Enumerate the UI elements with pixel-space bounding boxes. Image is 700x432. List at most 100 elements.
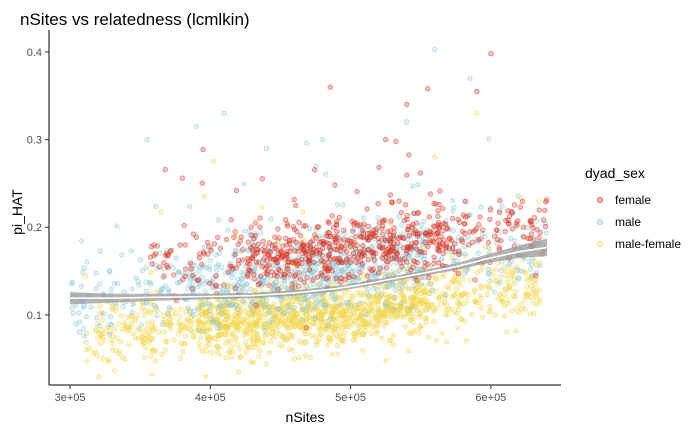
data-point	[377, 294, 384, 300]
data-point	[435, 260, 442, 266]
data-point	[217, 303, 223, 309]
data-point	[360, 234, 366, 240]
data-point	[313, 235, 319, 241]
data-point	[464, 297, 471, 303]
y-ticks: 0.1 0.2 0.3 0.4	[27, 47, 49, 322]
data-point	[420, 302, 427, 308]
data-point	[375, 321, 381, 327]
data-point	[272, 242, 278, 248]
data-point	[207, 308, 213, 314]
data-point	[302, 339, 308, 345]
data-point	[505, 280, 511, 286]
data-point	[467, 75, 473, 81]
data-point	[213, 267, 220, 274]
data-point	[330, 312, 336, 318]
data-point	[530, 297, 536, 303]
data-point	[170, 307, 176, 313]
data-point	[368, 298, 374, 304]
data-point	[214, 234, 221, 240]
data-point	[406, 330, 412, 336]
data-point	[250, 256, 256, 262]
data-point	[188, 322, 195, 328]
data-point	[359, 261, 365, 267]
data-point	[166, 304, 173, 310]
data-point	[346, 315, 352, 321]
data-point	[281, 310, 287, 317]
data-point	[406, 152, 412, 158]
data-point	[436, 201, 442, 208]
data-point	[161, 273, 167, 279]
data-point	[343, 323, 350, 330]
data-point	[394, 251, 400, 257]
data-point	[381, 236, 387, 242]
data-point	[497, 279, 503, 286]
data-point	[297, 232, 304, 239]
data-point	[378, 335, 385, 341]
data-point	[351, 239, 358, 245]
data-point	[197, 335, 203, 341]
data-point	[261, 304, 267, 310]
data-point	[360, 227, 366, 233]
data-point	[353, 233, 359, 240]
data-point	[106, 331, 113, 337]
data-point	[416, 330, 422, 336]
data-point	[404, 212, 410, 219]
data-point	[253, 302, 259, 308]
data-point	[425, 85, 431, 92]
data-point	[199, 329, 205, 335]
data-point	[121, 289, 127, 295]
data-point	[271, 281, 277, 287]
data-point	[457, 300, 463, 306]
data-point	[230, 332, 236, 338]
data-point	[317, 239, 323, 246]
data-point	[190, 333, 197, 339]
data-point	[105, 357, 112, 363]
data-point	[431, 308, 437, 315]
data-point	[86, 345, 92, 352]
data-point	[515, 275, 522, 281]
data-point	[313, 334, 319, 340]
data-point	[232, 251, 238, 258]
data-point	[148, 353, 154, 359]
data-point	[132, 315, 138, 321]
data-point	[364, 206, 370, 212]
data-point	[393, 138, 399, 145]
data-point	[350, 228, 356, 234]
data-point	[270, 286, 277, 293]
data-point	[229, 302, 235, 308]
data-point	[414, 298, 420, 304]
legend-label-male: male	[615, 215, 641, 229]
data-point	[256, 314, 262, 320]
data-point	[240, 317, 247, 323]
data-point	[418, 281, 424, 287]
x-tick-label: 6e+05	[475, 392, 506, 404]
data-point	[254, 330, 261, 337]
data-point	[223, 313, 229, 319]
data-point	[418, 222, 425, 228]
data-point	[502, 292, 508, 298]
data-point	[454, 258, 460, 264]
data-point	[273, 328, 280, 335]
data-point	[335, 351, 341, 357]
data-point	[204, 239, 211, 246]
data-point	[295, 283, 302, 289]
data-point	[291, 273, 298, 280]
data-point	[409, 183, 416, 189]
data-point	[421, 249, 428, 256]
data-point	[339, 325, 345, 331]
data-point	[455, 306, 462, 312]
data-point	[455, 271, 462, 277]
data-point	[333, 238, 339, 245]
legend-key-male	[596, 218, 604, 226]
data-point	[425, 303, 432, 309]
data-point	[533, 294, 539, 300]
data-point	[313, 342, 320, 348]
legend-title: dyad_sex	[585, 165, 645, 181]
data-point	[449, 197, 456, 203]
data-point	[496, 208, 503, 214]
data-point	[257, 224, 263, 230]
data-point	[304, 303, 311, 310]
data-point	[343, 299, 350, 305]
data-point	[502, 286, 508, 292]
data-point	[82, 273, 89, 279]
